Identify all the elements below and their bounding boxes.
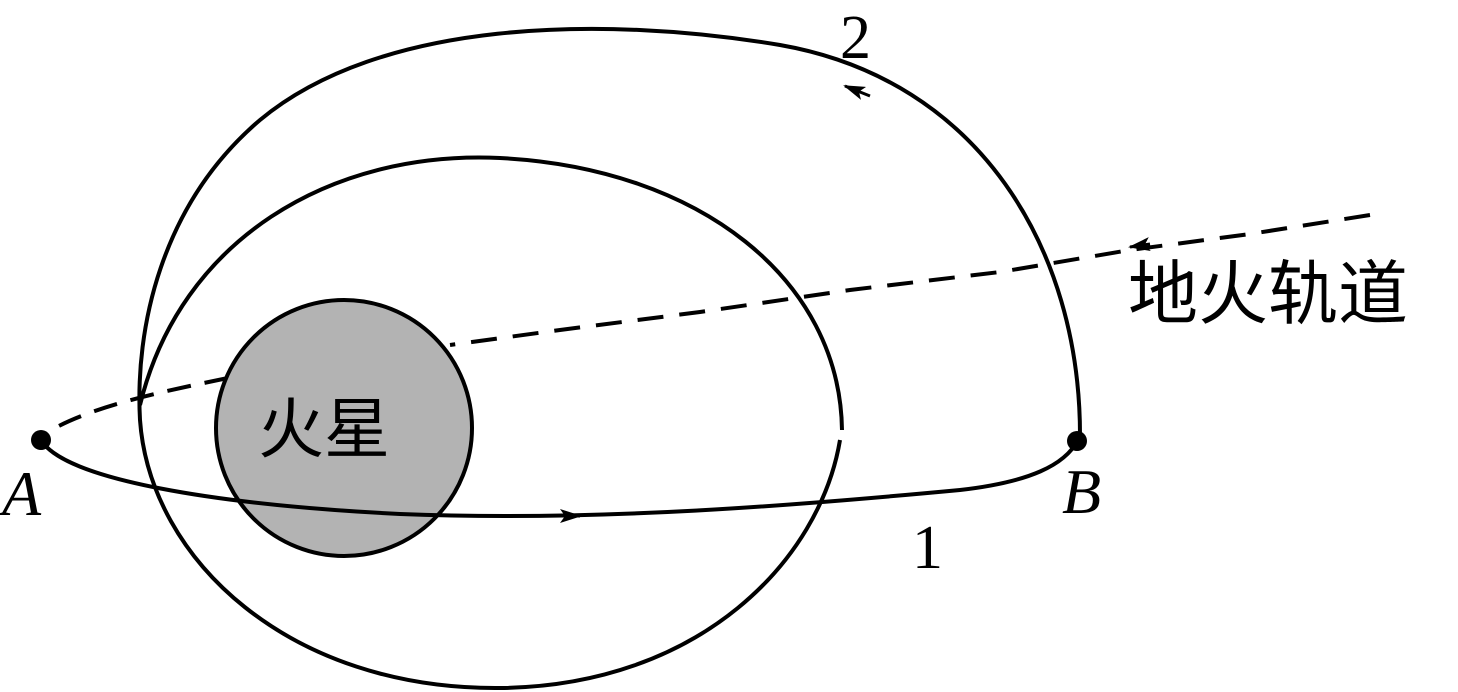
label-transfer-orbit: 地火轨道: [1128, 253, 1408, 335]
orbit-1-upper: [138, 155, 844, 431]
label-mars: 火星: [258, 391, 390, 468]
orbit-2-arrow: [843, 84, 871, 100]
label-point-b: B: [1062, 456, 1101, 527]
orbit-2: [137, 26, 1082, 691]
label-orbit-1: 1: [912, 514, 943, 582]
point-a-dot: [31, 430, 51, 450]
label-orbit-2: 2: [840, 4, 871, 72]
point-b-dot: [1067, 431, 1087, 451]
orbit-1-lower: [38, 437, 1080, 519]
mars-planet: [214, 298, 474, 558]
label-point-a: A: [0, 458, 42, 529]
transfer-orbit-dashed-line: [449, 213, 1371, 347]
transfer-orbit-dashed-left: [54, 376, 229, 430]
transfer-orbit-arrow: [1128, 237, 1151, 251]
